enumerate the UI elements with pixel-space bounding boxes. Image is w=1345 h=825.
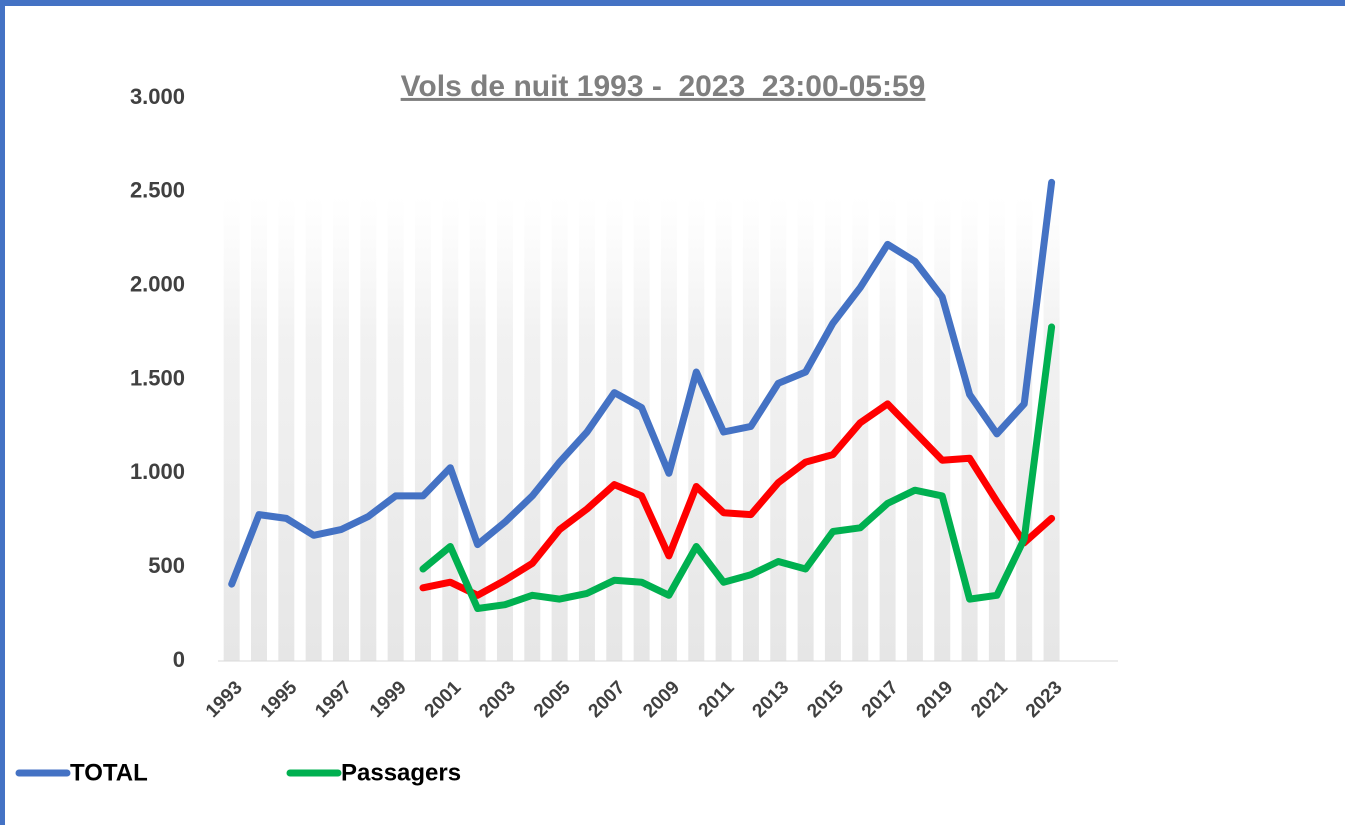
background-stripe <box>934 196 951 661</box>
background-stripe <box>305 196 322 661</box>
background-stripe <box>688 196 705 661</box>
x-tick-label: 2017 <box>858 677 903 722</box>
y-tick-label: 1.000 <box>130 459 185 484</box>
y-tick-label: 2.500 <box>130 178 185 203</box>
x-tick-label: 2005 <box>530 677 575 722</box>
background-stripe <box>250 196 267 661</box>
y-tick-label: 500 <box>148 553 185 578</box>
background-stripe <box>770 196 787 661</box>
background-stripe <box>360 196 377 661</box>
series-line <box>419 400 1056 599</box>
background-stripe <box>278 196 295 661</box>
chart: Vols de nuit 1993 - 2023 23:00-05:59 0 50… <box>15 70 1118 786</box>
x-tick-label: 1993 <box>202 677 247 722</box>
x-tick-label: 1999 <box>366 677 411 722</box>
background-stripe <box>442 196 459 661</box>
y-tick-label: 3.000 <box>130 84 185 109</box>
x-tick-label: 1995 <box>257 677 302 722</box>
background-stripe <box>1016 196 1033 661</box>
legend-label: TOTAL <box>70 759 148 786</box>
background-stripe <box>1043 196 1060 661</box>
x-tick-label: 2015 <box>803 677 848 722</box>
chart-title: Vols de nuit 1993 - 2023 23:00-05:59 <box>401 70 926 103</box>
x-tick-label: 2009 <box>639 677 684 722</box>
x-tick-label: 2021 <box>967 677 1012 722</box>
x-tick-label: 2011 <box>695 677 739 721</box>
series-line <box>419 323 1056 612</box>
background-stripe <box>797 196 814 661</box>
background-stripe <box>223 196 240 661</box>
x-tick-label: 2001 <box>421 677 466 722</box>
x-tick-label: 2023 <box>1022 677 1067 722</box>
background-stripe <box>824 196 841 661</box>
x-tick-label: 2019 <box>913 677 958 722</box>
legend-label: Passagers <box>341 759 461 786</box>
background-stripe <box>387 196 404 661</box>
y-tick-label: 1.500 <box>130 365 185 390</box>
x-tick-label: 2007 <box>585 677 630 722</box>
x-tick-label: 2013 <box>749 677 794 722</box>
background-stripe <box>961 196 978 661</box>
y-tick-label: 2.000 <box>130 271 185 296</box>
x-tick-label: 1997 <box>311 677 356 722</box>
background-stripe <box>496 196 513 661</box>
background-stripe <box>633 196 650 661</box>
background-stripe <box>332 196 349 661</box>
y-tick-label: 0 <box>173 647 185 672</box>
background-stripe <box>524 196 541 661</box>
background-stripe <box>852 196 869 661</box>
background-stripe <box>551 196 568 661</box>
background-stripe <box>606 196 623 661</box>
background-stripe <box>414 196 431 661</box>
x-tick-label: 2003 <box>475 677 520 722</box>
series-line <box>228 178 1056 588</box>
background-stripe <box>879 196 896 661</box>
